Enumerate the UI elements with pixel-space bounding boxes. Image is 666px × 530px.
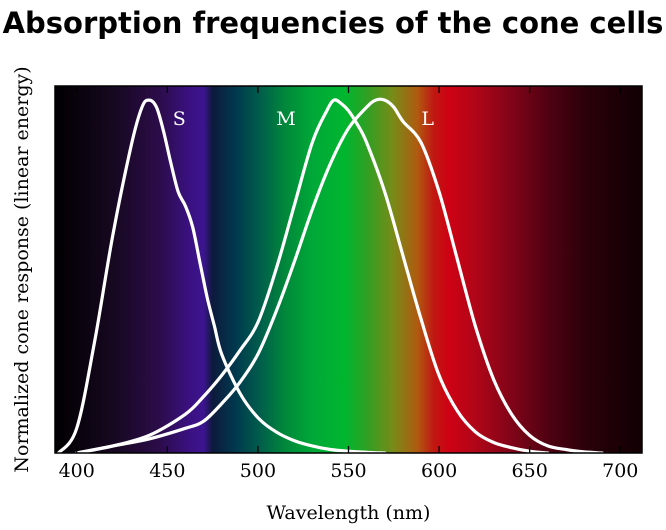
chart-title: Absorption frequencies of the cone cells xyxy=(2,6,664,40)
series-label-l: L xyxy=(421,108,434,130)
x-tick-label-600: 600 xyxy=(421,460,457,482)
x-tick-label-400: 400 xyxy=(59,460,95,482)
x-tick-label-700: 700 xyxy=(602,460,638,482)
x-tick-label-450: 450 xyxy=(149,460,185,482)
curve-m xyxy=(75,98,550,455)
x-tick-label-650: 650 xyxy=(512,460,548,482)
curve-l xyxy=(75,97,604,455)
x-tick-label-550: 550 xyxy=(330,460,366,482)
series-label-s: S xyxy=(173,108,186,130)
y-axis-label: Normalized cone response (linear energy) xyxy=(11,66,33,472)
series-label-m: M xyxy=(276,108,295,130)
curves-layer xyxy=(57,97,604,455)
curve-s xyxy=(57,98,387,455)
x-tick-label-500: 500 xyxy=(240,460,276,482)
x-axis-label: Wavelength (nm) xyxy=(267,502,431,524)
ticks-layer: 400 450 500 550 600 650 700 xyxy=(59,86,638,482)
spectrum-background xyxy=(55,86,642,453)
